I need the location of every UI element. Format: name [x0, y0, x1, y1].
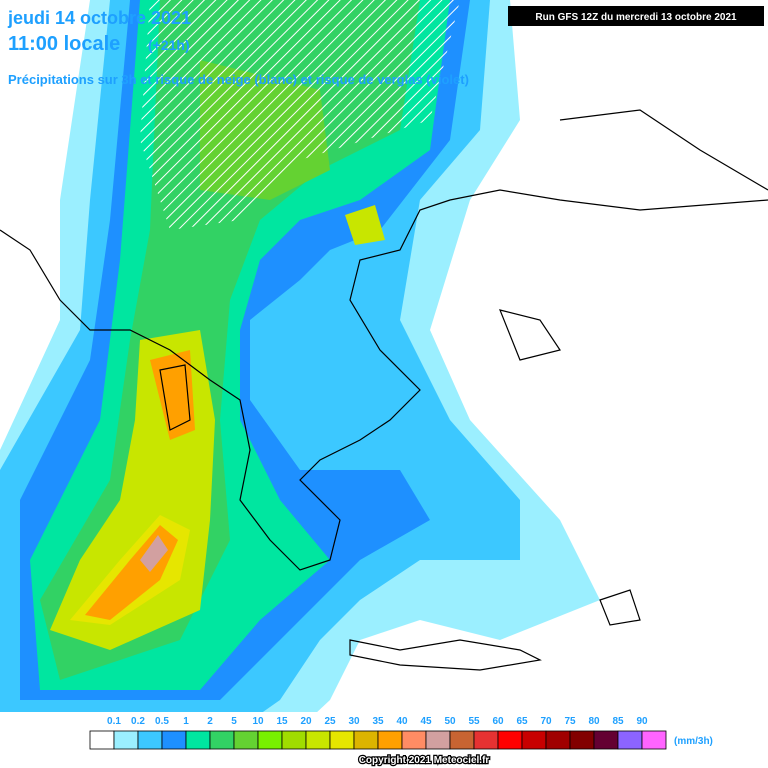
legend-swatch [569, 730, 595, 750]
legend-swatch [353, 730, 379, 750]
legend: 0.1 0.2 0.5 1 2 5 10 15 20 25 30 35 40 45 50 55 60 65 70 75… [89, 716, 667, 750]
legend-label: 15 [276, 716, 288, 727]
legend-label: 10 [252, 716, 264, 727]
legend-swatch [521, 730, 547, 750]
legend-label: 20 [300, 716, 312, 727]
legend-swatch [233, 730, 259, 750]
legend-swatch [497, 730, 523, 750]
coastlines [0, 109, 768, 671]
precipitation-field [0, 0, 600, 728]
legend-label: 25 [324, 716, 336, 727]
legend-label: 75 [564, 716, 576, 727]
legend-label: 0.2 [131, 716, 145, 727]
legend-label: 45 [420, 716, 432, 727]
legend-swatch [377, 730, 403, 750]
legend-swatch [593, 730, 619, 750]
legend-swatch [545, 730, 571, 750]
legend-label: 85 [612, 716, 624, 727]
legend-label: 70 [540, 716, 552, 727]
legend-label: 40 [396, 716, 408, 727]
legend-label: 65 [516, 716, 528, 727]
time: 11:00 locale [8, 33, 120, 55]
legend-label: 50 [444, 716, 456, 727]
legend-swatch [305, 730, 331, 750]
legend-swatch [161, 730, 187, 750]
legend-swatch [209, 730, 235, 750]
legend-swatch [185, 730, 211, 750]
legend-swatch [617, 730, 643, 750]
legend-label: 60 [492, 716, 504, 727]
legend-swatch [113, 730, 139, 750]
legend-label: 1 [183, 716, 189, 727]
subtitle: Précipitations sur 3h et risque de neige… [8, 72, 469, 87]
legend-swatch [89, 730, 115, 750]
legend-label: 30 [348, 716, 360, 727]
offset: (+21h) [148, 37, 190, 53]
legend-label: 0.1 [107, 716, 121, 727]
legend-label: 35 [372, 716, 384, 727]
legend-swatch [449, 730, 475, 750]
legend-swatch [137, 730, 163, 750]
legend-swatch [425, 730, 451, 750]
copyright: Copyright 2021 Meteociel.fr [359, 755, 490, 766]
date: jeudi 14 octobre 2021 [7, 8, 191, 28]
legend-swatch [257, 730, 283, 750]
legend-swatch [401, 730, 427, 750]
run: Run GFS 12Z du mercredi 13 octobre 2021 [535, 12, 737, 23]
legend-label: 80 [588, 716, 600, 727]
legend-unit: (mm/3h) [674, 736, 713, 747]
legend-label: 55 [468, 716, 480, 727]
legend-swatch [329, 730, 355, 750]
legend-swatch [473, 730, 499, 750]
legend-label: 90 [636, 716, 648, 727]
legend-swatch [281, 730, 307, 750]
legend-label: 5 [231, 716, 237, 727]
legend-swatch [641, 730, 667, 750]
legend-label: 2 [207, 716, 213, 727]
run-box [508, 6, 764, 26]
legend-label: 0.5 [155, 716, 169, 727]
